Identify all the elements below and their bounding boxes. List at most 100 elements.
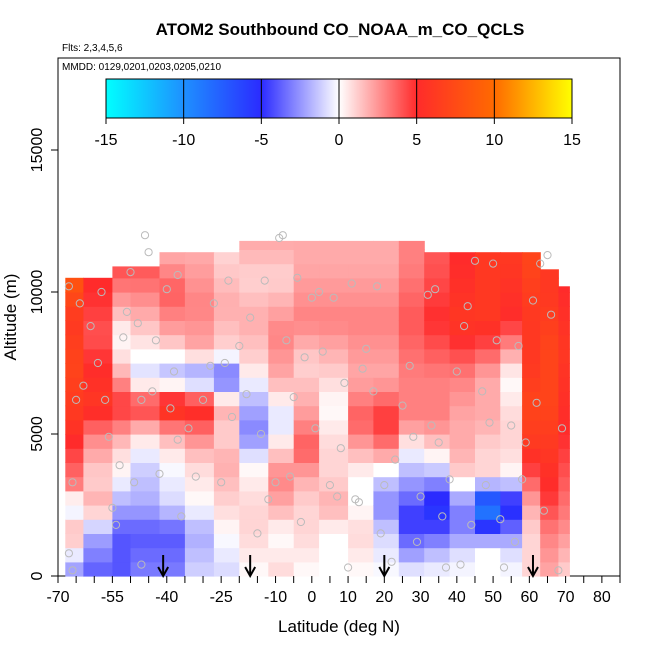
heatmap-cell [112,348,132,364]
sample-point [224,276,233,285]
colorbar-tick-label: 10 [485,132,503,149]
heatmap-cell [83,320,113,336]
heatmap-cell [319,462,349,478]
heatmap-cell [449,334,476,350]
heatmap-cell [184,547,215,563]
heatmap-cell [540,405,559,421]
heatmap-cell [268,476,295,492]
heatmap-cell [83,448,113,463]
heatmap-cell [112,419,132,435]
heatmap-cell [83,419,113,435]
heatmap-cell [500,434,523,449]
heatmap-cell [398,476,425,492]
heatmap-cell [239,334,269,350]
sample-point [140,231,150,240]
sample-point [68,566,77,575]
heatmap-cell [83,405,113,421]
heatmap-cell [424,561,451,577]
heatmap-cell [268,277,295,293]
x-tick-label: 80 [593,589,611,606]
heatmap-cell [65,448,84,463]
x-tick-label: 40 [448,589,466,606]
heatmap-cell [239,519,269,534]
heatmap-cell [319,249,349,265]
sample-point [405,361,414,370]
heatmap-cell [83,277,113,293]
colorbar: -15 -10 -5 0 5 10 15 [94,78,581,149]
heatmap-cell [373,505,400,520]
heatmap-cell [239,505,269,520]
sample-point [264,495,273,504]
heatmap-cell [293,306,320,321]
heatmap-cell [268,334,295,350]
heatmap-cell [373,292,400,307]
sample-point [340,378,349,387]
heatmap-cell [213,490,240,506]
heatmap-cell [268,448,295,463]
x-tick-label: -70 [46,589,69,606]
heatmap-cell [319,391,349,407]
heatmap-cell [65,377,84,392]
heatmap-cell [558,476,570,492]
heatmap-cell [540,277,559,293]
sample-point [373,282,382,291]
heatmap-cell [540,490,559,506]
heatmap-cell [558,505,570,520]
colorbar-tick-label: -5 [254,132,268,149]
sample-point [260,276,269,285]
heatmap-cell [112,448,132,463]
heatmap-cell [239,462,269,478]
heatmap-cell [398,263,425,279]
sample-point [108,503,117,512]
heatmap-cell [500,490,523,506]
heatmap-cell [500,377,523,392]
heatmap-cell [424,448,451,463]
y-tick-label: 15000 [29,128,46,173]
heatmap-cell [522,419,541,435]
heatmap-cell [213,533,240,549]
heatmap-cell [213,252,240,265]
heatmap-cell [319,334,349,350]
sample-point [130,478,139,487]
heatmap-cell [213,519,240,534]
heatmap-cell [348,448,375,463]
heatmap-cell [522,448,541,463]
heatmap-cell [500,419,523,435]
sample-point [369,387,378,396]
colorbar-tick-label: 5 [412,132,421,149]
heatmap-cell [239,320,269,336]
heatmap-cell [558,320,570,336]
heatmap-cell [398,306,425,321]
heatmap-cell [500,334,523,350]
heatmap-cell [112,377,132,392]
heatmap-cell [184,263,215,279]
heatmap-cell [398,547,425,563]
sample-points-layer [64,231,567,575]
sample-point [547,310,556,319]
heatmap-cell [268,263,295,279]
heatmap-cell [293,533,320,549]
heatmap-cell [112,320,132,336]
heatmap-cell [83,363,113,378]
sample-point [518,475,527,484]
heatmap-cell [522,561,541,577]
heatmap-cell [558,519,570,534]
heatmap-cell [449,462,476,478]
heatmap-cell [239,377,269,392]
heatmap-cell [398,334,425,350]
heatmap-cell [540,448,559,463]
heatmap-cell [65,533,84,549]
sample-point [271,478,280,487]
heatmap-cell [373,391,400,407]
heatmap-cell [293,434,320,449]
heatmap-cell [83,306,113,321]
heatmap-cell [239,476,269,492]
heatmap-cell [500,547,523,563]
sample-point [64,282,74,291]
heatmap-cell [558,462,570,478]
heatmap-cell [268,320,295,336]
heatmap-cell [293,462,320,478]
heatmap-cell [373,490,400,506]
heatmap-cell [112,490,132,506]
heatmap-cell [348,391,375,407]
